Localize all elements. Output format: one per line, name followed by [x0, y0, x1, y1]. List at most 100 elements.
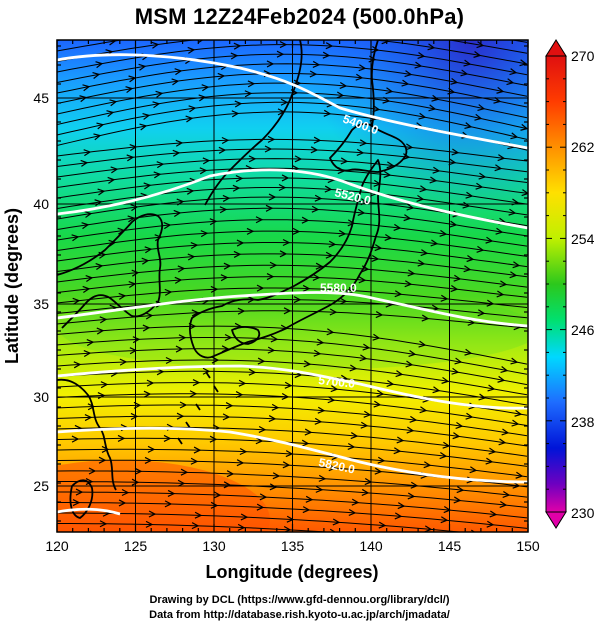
streamline-arrow	[177, 265, 186, 273]
streamline-arrow	[271, 403, 280, 411]
streamline-arrow	[519, 59, 528, 67]
streamline-arrow	[431, 94, 440, 102]
streamline-arrow	[109, 99, 118, 107]
streamline-arrow	[220, 274, 229, 282]
streamline-arrow	[175, 139, 184, 147]
streamline-arrow	[338, 229, 347, 237]
streamline-arrow	[209, 435, 218, 443]
streamline	[57, 230, 528, 257]
streamline-arrow	[474, 113, 483, 121]
temperature-field	[57, 40, 528, 532]
streamline-arrow	[399, 566, 405, 572]
streamline-arrow	[374, 467, 383, 475]
contour-line-5700	[57, 364, 528, 410]
streamline-arrow	[504, 554, 511, 561]
streamline-arrow	[197, 40, 206, 44]
streamline-arrow	[312, 3, 318, 9]
streamline-arrow	[416, 194, 425, 202]
streamline-arrow	[156, 368, 165, 376]
streamline-arrow	[440, 294, 449, 302]
streamline-arrow	[409, 556, 415, 562]
streamline-arrow	[313, 136, 322, 144]
streamline-arrow	[456, 486, 465, 494]
streamline-arrow	[501, 428, 510, 436]
streamline-arrow	[485, 457, 494, 465]
streamline-arrow	[257, 357, 266, 365]
streamline-arrow	[210, 501, 219, 509]
streamline-arrow	[375, 311, 384, 319]
streamline-arrow	[332, 518, 341, 526]
streamline-arrow	[178, 334, 187, 342]
streamline-arrow	[377, 456, 386, 464]
streamline-arrow	[511, 419, 520, 427]
streamline	[57, 63, 528, 97]
streamline-arrow	[340, 157, 349, 165]
streamline	[57, 40, 528, 43]
streamline-arrow	[347, 219, 356, 227]
streamline-arrow	[408, 349, 417, 357]
streamline-arrow	[500, 366, 509, 373]
streamline-arrow	[489, 510, 498, 518]
streamline-arrow	[486, 520, 495, 528]
streamline-arrow	[263, 13, 269, 19]
contour-line-5400	[57, 53, 528, 150]
streamline-arrow	[164, 288, 173, 296]
streamline-arrow	[119, 358, 128, 366]
streamline-arrow	[419, 406, 428, 414]
streamline-arrow	[182, 533, 188, 539]
streamline-arrow	[188, 105, 197, 113]
streamline-arrow	[193, 446, 202, 454]
streamline-arrow	[155, 31, 162, 38]
streamline-arrow	[358, 6, 364, 12]
streamline	[57, 310, 528, 329]
streamline-arrow	[424, 525, 433, 532]
streamline-arrow	[267, 346, 276, 354]
streamline-arrow	[248, 155, 257, 163]
streamline-arrow	[165, 356, 174, 365]
streamline	[57, 481, 528, 508]
streamline-arrow	[146, 379, 155, 387]
streamline-arrow	[246, 227, 255, 235]
streamline-arrow	[499, 280, 508, 288]
streamline-arrow	[190, 457, 199, 465]
streamline-arrow	[72, 499, 81, 507]
streamline-arrow	[213, 491, 222, 499]
streamline-arrow	[278, 183, 287, 192]
streamline-arrow	[267, 135, 276, 143]
streamline-arrow	[248, 368, 257, 376]
streamline-arrow	[430, 239, 439, 247]
streamline-arrow	[323, 109, 332, 117]
streamline-arrow	[225, 402, 234, 410]
streamline-arrow	[152, 101, 161, 109]
streamline-arrow	[173, 209, 182, 217]
contour-label: 5700.0	[318, 373, 356, 391]
streamline-arrow	[421, 314, 430, 322]
streamline-arrow	[407, 492, 416, 500]
streamline-arrow	[172, 149, 181, 157]
streamline-arrow	[351, 498, 360, 506]
streamline-arrow	[361, 488, 370, 496]
streamline	[57, 92, 528, 130]
streamline-arrow	[78, 40, 87, 41]
streamline-arrow	[200, 230, 209, 238]
streamline-arrow	[75, 488, 84, 496]
streamline-arrow	[460, 69, 469, 77]
streamline-arrow	[302, 284, 311, 292]
streamline-arrow	[439, 452, 448, 460]
streamline-arrow	[477, 104, 486, 111]
y-tick-labels: 25 30 35 40 45	[33, 90, 49, 494]
streamline-arrow	[339, 81, 348, 89]
streamline-arrow	[404, 280, 413, 288]
streamline-arrow	[185, 115, 194, 123]
streamline-arrow	[406, 203, 415, 211]
streamline-arrow	[226, 470, 235, 478]
colorbar-ticks	[546, 55, 566, 513]
streamline-arrow	[80, 159, 89, 167]
streamline-arrow	[429, 176, 438, 184]
colorbar-tick-labels: 270 262 254 246 238 230	[571, 48, 595, 521]
streamline-arrow	[222, 413, 231, 421]
streamline-arrow	[141, 257, 150, 265]
streamline-arrow	[419, 185, 428, 193]
streamline-arrow	[328, 240, 337, 248]
streamline-arrow	[143, 182, 152, 190]
